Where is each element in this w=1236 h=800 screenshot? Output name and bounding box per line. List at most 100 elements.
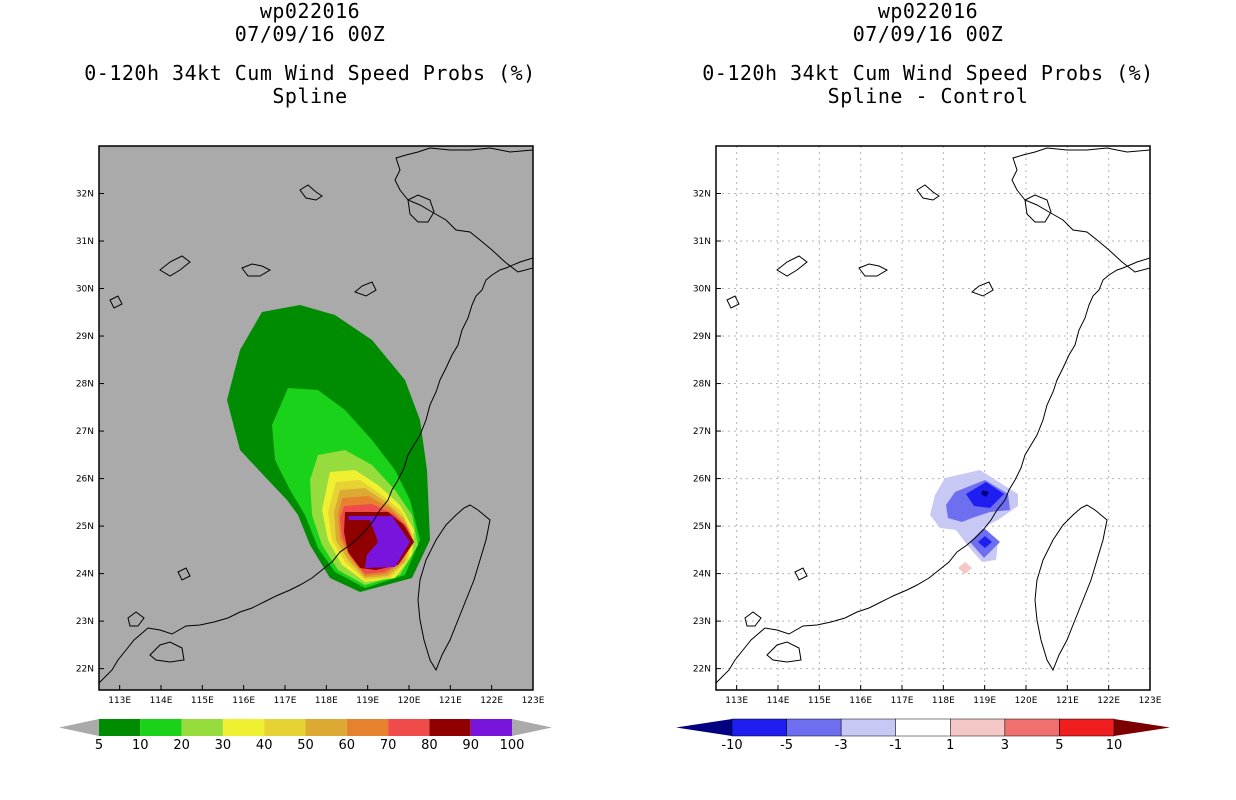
right-map-frame bbox=[715, 145, 1151, 691]
lake-1-r bbox=[916, 184, 940, 201]
right-subtitle: Spline - Control bbox=[827, 84, 1029, 108]
lat-label: 32N bbox=[76, 190, 94, 200]
colorbar-label: -10 bbox=[721, 738, 742, 753]
left-title-block: wp022016 07/09/16 00Z 0-120h 34kt Cum Wi… bbox=[60, 0, 560, 108]
colorbar-segment bbox=[470, 719, 512, 736]
lon-label: 122E bbox=[480, 696, 503, 706]
lon-label: 117E bbox=[274, 696, 297, 706]
mainland-coastline-r bbox=[716, 257, 1150, 684]
lon-label: 117E bbox=[891, 696, 914, 706]
bay-coastline bbox=[394, 147, 533, 273]
colorbar-segment bbox=[388, 719, 430, 736]
lon-label: 113E bbox=[108, 696, 131, 706]
taiwan-coastline-r bbox=[1034, 504, 1108, 672]
right-colorbar: -10 -5 -3 -1 1 3 5 10 bbox=[676, 718, 1170, 753]
colorbar-label: 20 bbox=[173, 738, 190, 753]
lat-label: 23N bbox=[76, 617, 94, 627]
lon-label: 123E bbox=[1139, 696, 1162, 706]
colorbar-under-triangle bbox=[676, 719, 732, 736]
lat-label: 25N bbox=[76, 522, 94, 532]
colorbar-under-triangle bbox=[59, 719, 99, 736]
colorbar-label: 90 bbox=[462, 738, 479, 753]
colorbar-label: 40 bbox=[256, 738, 273, 753]
diff-contour-minus5-b bbox=[978, 536, 992, 548]
lon-label: 114E bbox=[150, 696, 173, 706]
colorbar-label: 50 bbox=[297, 738, 314, 753]
colorbar-segment bbox=[731, 718, 787, 737]
colorbar-segment bbox=[305, 719, 347, 736]
lake-4 bbox=[354, 281, 377, 297]
hainan-bay-coastline bbox=[149, 641, 185, 663]
colorbar-label: 60 bbox=[339, 738, 356, 753]
lat-label: 25N bbox=[693, 522, 711, 532]
diff-contour-plus1 bbox=[958, 562, 972, 574]
lon-label: 115E bbox=[191, 696, 214, 706]
lat-label: 24N bbox=[693, 570, 711, 580]
contour-80-inner bbox=[345, 520, 378, 556]
lon-label: 121E bbox=[1056, 696, 1079, 706]
lake-6-r bbox=[794, 567, 808, 581]
colorbar-label: 3 bbox=[1001, 738, 1009, 753]
lat-label: 31N bbox=[693, 237, 711, 247]
lat-label: 28N bbox=[76, 380, 94, 390]
left-lon-labels: 113E 114E 115E 116E 117E 118E 119E 120E 121E 122E… bbox=[108, 685, 545, 706]
lat-label: 30N bbox=[693, 285, 711, 295]
lat-label: 27N bbox=[693, 427, 711, 437]
lat-label: 32N bbox=[693, 190, 711, 200]
colorbar-label: 80 bbox=[421, 738, 438, 753]
lat-label: 31N bbox=[76, 237, 94, 247]
colorbar-segment bbox=[140, 719, 182, 736]
colorbar-label: 100 bbox=[500, 738, 525, 753]
lon-label: 116E bbox=[232, 696, 255, 706]
lake-3-r bbox=[858, 263, 889, 277]
colorbar-segment bbox=[264, 719, 306, 736]
lake-6 bbox=[177, 567, 191, 581]
right-title-block: wp022016 07/09/16 00Z 0-120h 34kt Cum Wi… bbox=[678, 0, 1178, 108]
colorbar-label: 10 bbox=[132, 738, 149, 753]
colorbar-segment bbox=[786, 718, 842, 737]
lon-label: 115E bbox=[808, 696, 831, 706]
colorbar-over-triangle bbox=[512, 719, 552, 736]
lake-3 bbox=[241, 263, 272, 277]
colorbar-label: 10 bbox=[1106, 738, 1123, 753]
colorbar-label: 5 bbox=[1055, 738, 1063, 753]
lake-5 bbox=[109, 295, 123, 309]
lon-label: 119E bbox=[356, 696, 379, 706]
left-product-title: 0-120h 34kt Cum Wind Speed Probs (%) bbox=[84, 61, 536, 85]
lat-label: 26N bbox=[693, 475, 711, 485]
lon-label: 120E bbox=[1015, 696, 1038, 706]
lon-label: 113E bbox=[725, 696, 748, 706]
colorbar-label: 5 bbox=[95, 738, 103, 753]
left-colorbar: 5 10 20 30 40 50 60 70 80 90 100 bbox=[59, 719, 552, 753]
colorbar-segment bbox=[222, 719, 265, 736]
colorbar-segment bbox=[1059, 718, 1115, 737]
lat-label: 26N bbox=[76, 475, 94, 485]
colorbar-segment bbox=[99, 719, 141, 736]
lat-label: 29N bbox=[693, 332, 711, 342]
colorbar-segment bbox=[346, 719, 389, 736]
right-storm-id: wp022016 bbox=[877, 0, 979, 23]
lake-7-r bbox=[744, 611, 762, 627]
lon-label: 114E bbox=[767, 696, 790, 706]
lat-label: 28N bbox=[693, 380, 711, 390]
lake-4-r bbox=[971, 281, 994, 297]
diff-contour-minus10 bbox=[981, 490, 989, 497]
lake-7 bbox=[127, 611, 145, 627]
left-storm-id: wp022016 bbox=[259, 0, 361, 23]
left-date: 07/09/16 00Z bbox=[234, 22, 386, 46]
right-lon-labels: 113E 114E 115E 116E 117E 118E 119E 120E 121E 122E… bbox=[725, 685, 1162, 706]
colorbar-segment bbox=[840, 718, 896, 737]
lon-label: 123E bbox=[522, 696, 545, 706]
lon-label: 119E bbox=[973, 696, 996, 706]
lon-label: 120E bbox=[398, 696, 421, 706]
colorbar-label: -5 bbox=[780, 738, 793, 753]
lat-label: 22N bbox=[693, 665, 711, 675]
right-product-title: 0-120h 34kt Cum Wind Speed Probs (%) bbox=[702, 61, 1154, 85]
right-difference-contours bbox=[930, 470, 1018, 574]
island-1 bbox=[407, 194, 435, 223]
right-lat-labels: 32N 31N 30N 29N 28N 27N 26N 25N 24N 23N 22N bbox=[693, 190, 721, 675]
colorbar-label: 1 bbox=[946, 738, 954, 753]
left-subtitle: Spline bbox=[272, 84, 348, 108]
colorbar-segment bbox=[895, 718, 951, 737]
